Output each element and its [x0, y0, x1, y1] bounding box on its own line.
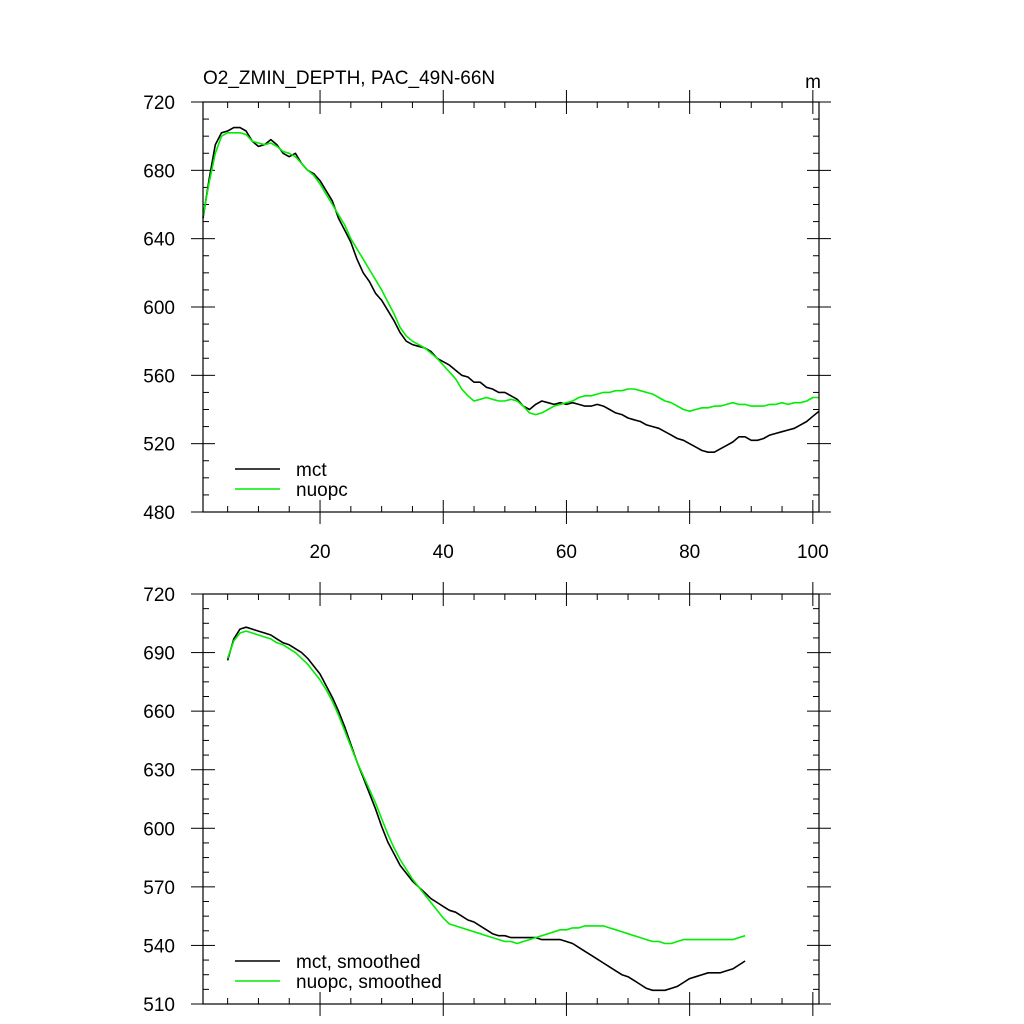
- x-tick-label: 80: [679, 542, 700, 563]
- y-tick-label: 640: [143, 230, 175, 251]
- y-tick-label: 520: [143, 435, 175, 456]
- legend-label: nuopc: [296, 480, 348, 501]
- y-tick-label: 630: [143, 761, 175, 782]
- y-tick-label: 480: [143, 503, 175, 524]
- bottom-panel: 510 540 570 600 630 660 690 720 mct, smoothednu…: [143, 582, 831, 1016]
- bottom-panel-series: [226, 626, 746, 992]
- y-tick-label: 600: [143, 298, 175, 319]
- bottom-panel-frame: [202, 593, 820, 1005]
- y-tick-label: 680: [143, 161, 175, 182]
- top-panel-title: O2_ZMIN_DEPTH, PAC_49N-66N: [203, 68, 495, 89]
- y-tick-label: 570: [143, 878, 175, 899]
- y-tick-label: 720: [143, 585, 175, 606]
- series-line-nuopc-smoothed: [226, 630, 746, 945]
- series-line-mct: [202, 126, 820, 454]
- y-tick-label: 510: [143, 995, 175, 1016]
- top-panel-units: m: [805, 72, 821, 93]
- legend-label: nuopc, smoothed: [296, 972, 442, 993]
- y-tick-label: 560: [143, 366, 175, 387]
- legend-label: mct: [296, 460, 327, 481]
- x-tick-label: 100: [797, 542, 829, 563]
- y-tick-label: 690: [143, 644, 175, 665]
- y-tick-label: 600: [143, 819, 175, 840]
- x-tick-label: 60: [556, 542, 577, 563]
- x-tick-label: 20: [309, 542, 330, 563]
- x-tick-label: 40: [433, 542, 454, 563]
- y-tick-label: 660: [143, 702, 175, 723]
- top-panel-frame: [202, 101, 820, 513]
- top-panel-series: [202, 126, 820, 454]
- top-panel-ticks: 20 40 60 80 100 480 520 560 600 640 680 720: [143, 90, 831, 563]
- series-line-nuopc: [202, 132, 819, 416]
- bottom-panel-ticks: 510 540 570 600 630 660 690 720: [143, 582, 831, 1016]
- top-panel: O2_ZMIN_DEPTH, PAC_49N-66N m 20 40 60 80 100…: [143, 68, 831, 563]
- legend-label: mct, smoothed: [296, 952, 421, 973]
- y-tick-label: 720: [143, 93, 175, 114]
- y-tick-label: 540: [143, 936, 175, 957]
- series-line-mct-smoothed: [226, 626, 746, 992]
